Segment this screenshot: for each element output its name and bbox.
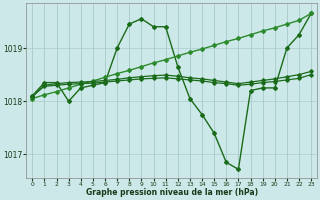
X-axis label: Graphe pression niveau de la mer (hPa): Graphe pression niveau de la mer (hPa) [86,188,258,197]
